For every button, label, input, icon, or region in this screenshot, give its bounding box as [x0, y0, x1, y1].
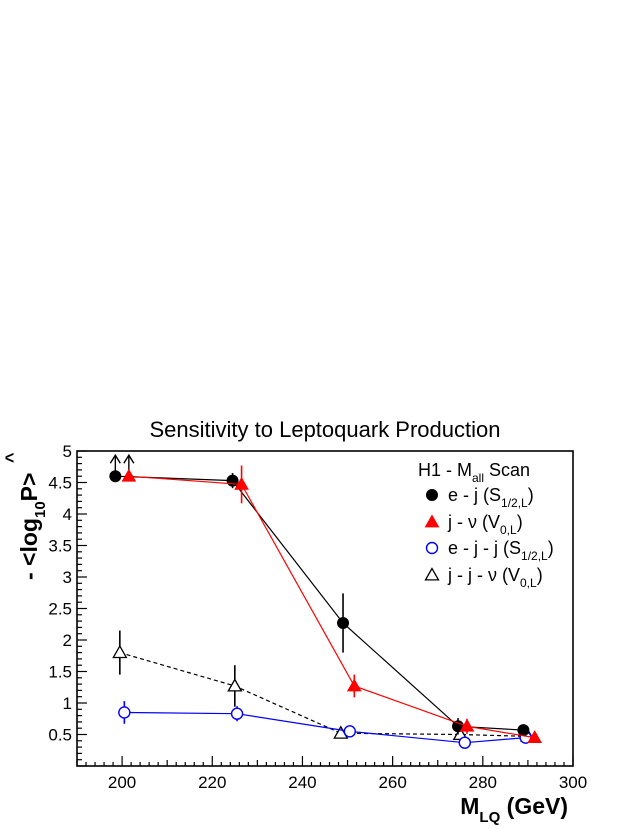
legend-entry-e-j: e - j (S1/2,L)	[426, 485, 534, 510]
legend-label: e - j (S1/2,L)	[448, 485, 534, 510]
legend-label: j - j - ν (V0,L)	[447, 565, 543, 590]
chart-title: Sensitivity to Leptoquark Production	[150, 417, 501, 442]
y-tick-label: 0.5	[48, 726, 72, 745]
data-point	[112, 644, 128, 659]
legend-entry-j-nu: j - ν (V0,L)	[424, 512, 523, 537]
limit-arrow-head	[123, 453, 135, 464]
y-tick-label: 1	[63, 694, 72, 713]
data-point	[337, 616, 350, 629]
legend: H1 - Mall Scan e - j (S1/2,L)j - ν (V0,L…	[418, 460, 554, 590]
x-tick-label: 220	[198, 773, 226, 792]
x-tick-label: 280	[469, 773, 497, 792]
legend-marker	[424, 514, 440, 528]
series-layer	[109, 453, 543, 749]
series-j-j-nu	[112, 630, 536, 742]
data-point	[118, 706, 131, 719]
y-axis-label: - <log10P> ^	[2, 452, 49, 580]
y-tick-label: 1.5	[48, 663, 72, 682]
legend-marker	[425, 541, 439, 555]
y-tick-label: 5	[63, 442, 72, 461]
data-point	[234, 476, 249, 490]
data-point	[346, 678, 362, 692]
data-point	[458, 736, 471, 749]
x-axis: 200 220 240 260 280 300	[76, 756, 587, 792]
data-point	[121, 468, 137, 482]
legend-marker	[424, 567, 440, 581]
y-axis: 0.5 1 1.5 2 2.5 3 3.5 4 4.5 5	[48, 442, 87, 767]
series-j-nu	[121, 453, 543, 744]
legend-title: H1 - Mall Scan	[418, 460, 530, 485]
y-axis-label-hat: ^	[2, 452, 22, 463]
data-point	[109, 470, 122, 483]
y-tick-label: 3	[63, 568, 72, 587]
series-line-j-j-nu	[119, 652, 528, 737]
y-tick-label: 4.5	[48, 474, 72, 493]
x-tick-label: 300	[559, 773, 587, 792]
data-point	[517, 724, 530, 737]
data-point	[230, 707, 244, 720]
limit-arrow-head	[109, 453, 121, 464]
legend-marker	[426, 489, 438, 501]
data-point	[459, 718, 475, 732]
x-tick-label: 240	[288, 773, 316, 792]
svg-text:- <log10P>: - <log10P>	[16, 473, 49, 580]
legend-label: e - j - j (S1/2,L)	[448, 538, 554, 563]
data-point	[343, 725, 356, 738]
legend-label: j - ν (V0,L)	[447, 512, 523, 537]
y-tick-label: 4	[63, 505, 72, 524]
data-point	[527, 730, 543, 744]
x-tick-label: 260	[378, 773, 406, 792]
x-axis-label: MLQ (GeV)	[460, 793, 568, 826]
legend-entry-j-j-nu: j - j - ν (V0,L)	[424, 565, 543, 590]
y-tick-label: 3.5	[48, 537, 72, 556]
y-tick-label: 2.5	[48, 600, 72, 619]
data-point	[227, 678, 243, 692]
x-tick-label: 200	[108, 773, 136, 792]
legend-entry-e-j-j: e - j - j (S1/2,L)	[425, 538, 554, 563]
y-tick-label: 2	[63, 631, 72, 650]
